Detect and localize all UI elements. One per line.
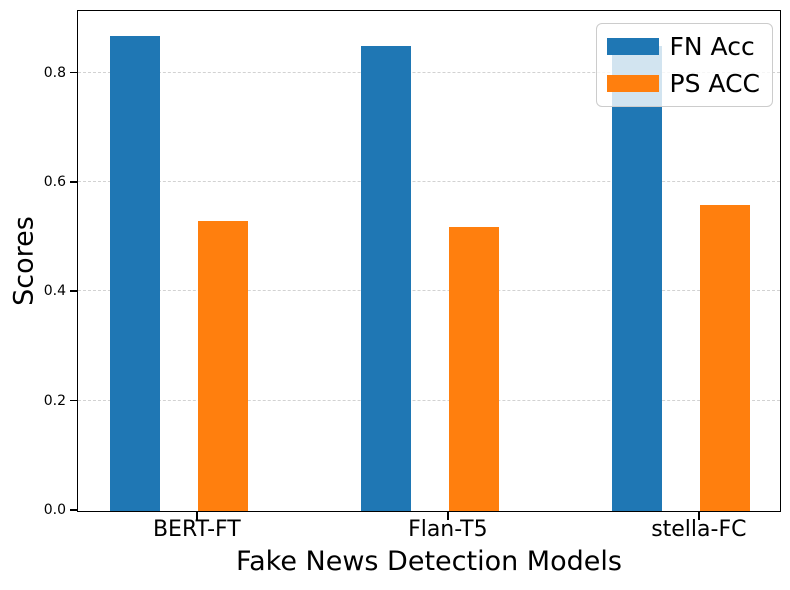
gridline-0.6 [78,181,780,183]
gridline-0.8 [78,71,780,73]
x-tick-mark [447,512,449,520]
y-tick-mark [70,290,77,292]
y-tick-mark [70,71,77,74]
legend-label-ps-acc: PS ACC [669,69,760,98]
bar-ps-acc-bert-ft [197,221,248,511]
x-tick-mark [698,512,700,520]
x-tick-mark [196,512,198,520]
y-tick-mark [70,399,77,402]
x-tick-label-bert-ft: BERT-FT [152,517,241,542]
gridline-0.4 [78,290,780,292]
legend-label-fn-acc: FN Acc [669,32,755,61]
y-tick-mark [70,509,77,511]
legend-swatch-fn-acc [606,38,659,55]
x-tick-label-stella-fc: stella-FC [651,517,747,542]
gridline-0.2 [78,399,780,401]
y-tick-mark [70,181,77,183]
legend-item-fn-acc: FN Acc [606,32,760,61]
x-axis-label: Fake News Detection Models [236,546,622,577]
bar-fn-acc-bert-ft [109,35,160,511]
y-tick-label-0.0: 0.0 [43,502,66,518]
y-tick-label-0.6: 0.6 [43,174,66,191]
bar-fn-acc-stella-fc [611,46,662,511]
y-tick-label-0.2: 0.2 [43,392,66,409]
x-tick-label-flan-t5: Flan-T5 [408,517,488,542]
bar-fn-acc-flan-t5 [360,46,411,511]
legend-item-ps-acc: PS ACC [606,69,760,98]
plot-area: FN Acc PS ACC [77,10,781,512]
y-tick-label-0.8: 0.8 [43,64,66,81]
bar-ps-acc-flan-t5 [448,226,499,511]
legend-swatch-ps-acc [606,75,659,92]
y-tick-label-0.4: 0.4 [43,283,66,300]
legend: FN Acc PS ACC [595,23,773,107]
bar-ps-acc-stella-fc [699,204,750,511]
